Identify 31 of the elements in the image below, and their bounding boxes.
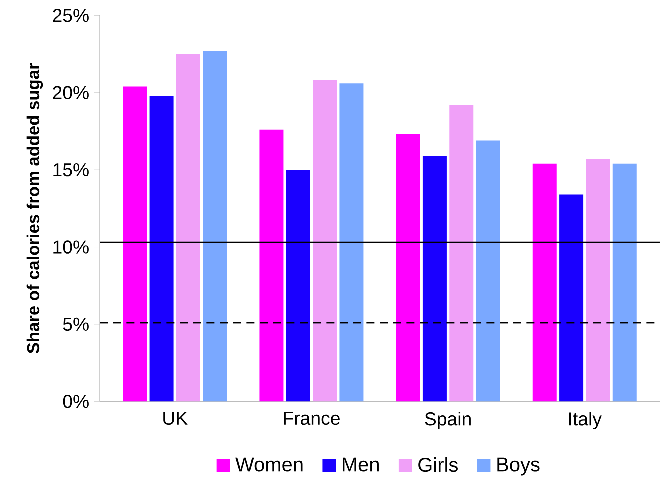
bar [123,86,148,402]
bar [560,194,584,402]
y-tick-label: 5% [63,318,89,332]
legend-label: Boys [498,458,540,476]
bar [476,140,500,402]
x-tick-label: Italy [569,412,602,430]
x-tick-label: France [284,412,340,426]
y-tick-label: 20% [53,86,89,100]
bar [532,164,557,402]
bar [176,54,200,402]
bar [340,84,364,402]
bar [396,134,420,402]
y-tick-label: 25% [53,9,89,22]
bar [422,156,447,402]
bar [586,159,610,402]
bar [286,170,310,402]
bar [260,130,284,402]
bar [313,80,338,402]
x-tick-label: UK [164,412,188,426]
legend-label: Girls [418,457,458,472]
bar [203,51,228,402]
y-tick-label: 10% [54,240,89,254]
bar [150,96,174,402]
x-tick-label: Spain [425,412,471,430]
y-axis-title: Share of calories from added sugar [26,64,44,354]
y-tick-label: 0% [63,395,89,408]
bar [612,164,637,402]
bar [450,105,474,402]
legend-label: Men [343,458,379,472]
legend-label: Women [236,458,303,472]
y-tick-label: 15% [54,163,89,177]
